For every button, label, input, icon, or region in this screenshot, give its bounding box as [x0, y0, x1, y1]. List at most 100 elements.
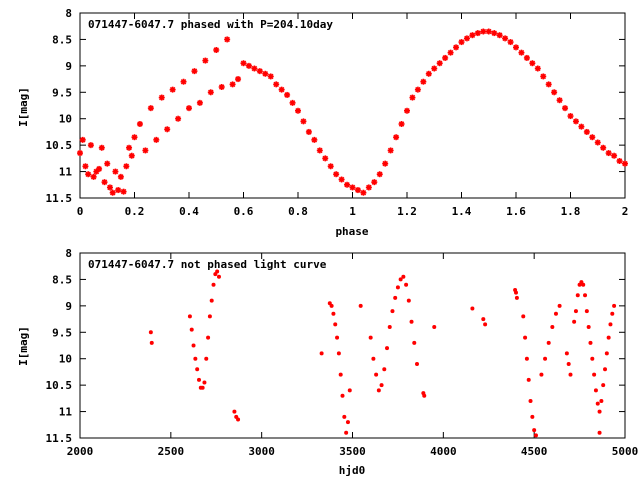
data-point [432, 325, 437, 329]
data-point [605, 150, 612, 157]
data-point [200, 385, 205, 390]
data-point [393, 134, 400, 141]
data-point [128, 152, 135, 159]
data-point [436, 60, 443, 67]
data-point [578, 123, 585, 130]
x-axis-ticks: 0 0.2 0.4 0.6 0.8 1 1.2 1.4 1.6 1.8 2 [77, 13, 628, 218]
data-point [278, 86, 285, 93]
data-point [322, 155, 329, 162]
data-point [480, 28, 487, 35]
data-point [491, 30, 498, 37]
data-point [96, 165, 103, 172]
data-point [82, 163, 89, 170]
data-point [612, 303, 617, 308]
x-tick-label: 1 [349, 205, 356, 218]
data-point [354, 187, 361, 194]
data-point [564, 351, 569, 356]
plot-frame [79, 12, 626, 199]
data-point [387, 325, 392, 329]
data-point [305, 128, 312, 135]
data-point [189, 327, 194, 332]
data-point [120, 188, 127, 195]
data-point [412, 340, 417, 345]
data-point [572, 319, 577, 324]
x-tick-label: 3000 [248, 445, 275, 458]
data-point [379, 383, 384, 388]
x-tick-label: 0.8 [288, 205, 308, 218]
data-point [567, 113, 574, 120]
x-tick-label: 4000 [430, 445, 457, 458]
data-point [209, 298, 214, 303]
data-point [573, 309, 578, 314]
data-point [521, 314, 526, 319]
data-point [191, 343, 196, 348]
data-point [327, 163, 334, 170]
data-point [414, 362, 419, 366]
data-point [496, 32, 503, 39]
unphased-light-curve-panel: 071447-6047.7 not phased light curve hjd… [17, 247, 638, 477]
x-tick-label: 2500 [158, 445, 185, 458]
data-point [422, 393, 427, 398]
data-point [365, 184, 372, 191]
data-point [485, 28, 492, 35]
data-point [224, 36, 231, 43]
data-point [568, 372, 573, 377]
data-point [142, 147, 149, 154]
data-point [262, 70, 269, 77]
data-point [336, 351, 341, 356]
data-point [604, 351, 609, 356]
data-point [196, 99, 203, 106]
data-point [360, 189, 367, 196]
data-point [533, 433, 538, 438]
data-point [207, 314, 212, 319]
data-point [530, 414, 535, 419]
data-point [148, 330, 153, 335]
data-point [390, 309, 395, 314]
data-point [300, 118, 307, 125]
data-point [588, 340, 593, 345]
data-point [572, 118, 579, 125]
data-point [551, 89, 558, 96]
data-point [347, 388, 352, 393]
data-point [594, 139, 601, 146]
data-point [431, 65, 438, 72]
data-point [215, 269, 220, 274]
data-point [507, 39, 514, 46]
data-point [583, 293, 588, 298]
data-point [398, 277, 403, 282]
data-point [382, 160, 389, 167]
data-point [524, 356, 529, 361]
data-point [483, 322, 488, 327]
data-point [481, 317, 486, 322]
data-point [562, 105, 569, 112]
data-point [590, 356, 595, 361]
data-point [256, 68, 263, 75]
data-points [77, 28, 628, 196]
data-point [85, 171, 92, 178]
data-point [368, 335, 373, 340]
data-point [106, 184, 113, 191]
data-point [463, 35, 470, 42]
y-tick-label: 9 [65, 60, 72, 73]
chart-title: 071447-6047.7 phased with P=204.10day [88, 18, 333, 31]
data-points [148, 269, 617, 438]
data-point [409, 319, 414, 324]
data-point [523, 54, 530, 61]
data-point [164, 126, 171, 133]
data-point [126, 144, 133, 151]
data-point [540, 73, 547, 80]
data-point [344, 430, 349, 435]
data-point [532, 428, 537, 433]
data-point [77, 150, 83, 157]
data-point [342, 414, 347, 419]
y-tick-label: 8 [65, 247, 72, 260]
data-point [557, 303, 562, 308]
data-point [191, 68, 198, 75]
y-tick-label: 10.5 [46, 379, 73, 392]
data-point [526, 377, 531, 382]
data-point [232, 409, 237, 414]
data-point [453, 44, 460, 51]
data-point [528, 399, 533, 403]
data-point [335, 335, 340, 340]
data-point [395, 285, 400, 290]
